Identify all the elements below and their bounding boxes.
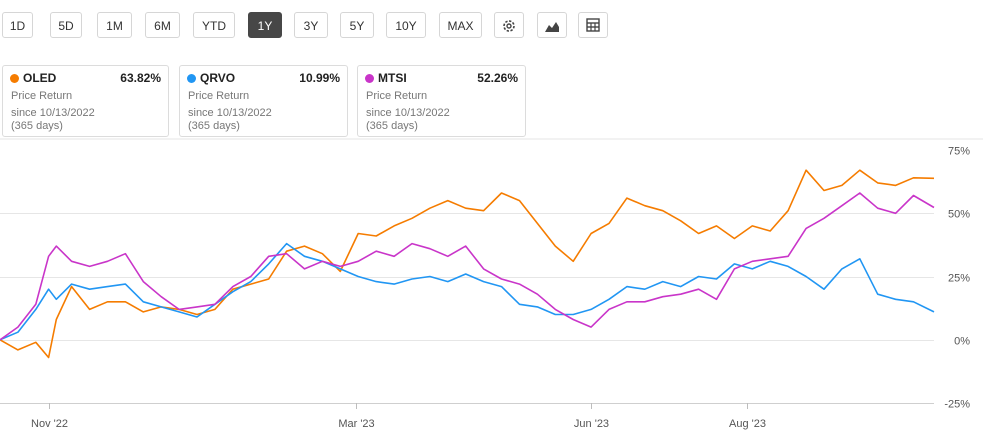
oled-color-dot [10,74,19,83]
mountain-chart-icon [545,22,559,32]
range-button-1y[interactable]: 1Y [248,12,282,38]
table-view-button[interactable] [578,12,608,38]
table-icon [586,18,600,32]
y-tick-label: 75% [948,146,970,158]
card-metric-label: Price Return [188,90,250,102]
range-button-max[interactable]: MAX [439,12,482,38]
series-line-oled[interactable] [0,169,935,359]
card-ticker: MTSI [378,71,407,85]
card-return-value: 52.26% [477,71,518,85]
legend-card-qrvo[interactable]: QRVO 10.99% Price Return since 10/13/202… [179,65,348,137]
chart-type-button[interactable] [537,12,567,38]
card-since-date: since 10/13/2022 [366,107,450,119]
price-return-chart[interactable]: 75% 50% 25% 0% -25% Nov '22 Mar '23 Jun '23 Aug … [0,138,983,444]
x-tick-label: Jun '23 [574,418,609,430]
card-return-value: 10.99% [299,71,340,85]
y-tick-label: -25% [944,399,970,411]
card-ticker: OLED [23,71,57,85]
range-button-6m[interactable]: 6M [145,12,180,38]
card-ticker: QRVO [200,71,236,85]
y-tick-label: 0% [954,336,970,348]
card-days: (365 days) [366,120,418,132]
card-since-date: since 10/13/2022 [188,107,272,119]
range-button-5y[interactable]: 5Y [340,12,374,38]
legend-card-mtsi[interactable]: MTSI 52.26% Price Return since 10/13/202… [357,65,526,137]
card-metric-label: Price Return [366,90,428,102]
mtsi-color-dot [365,74,374,83]
card-since-date: since 10/13/2022 [11,107,95,119]
legend-card-oled[interactable]: OLED 63.82% Price Return since 10/13/202… [2,65,169,137]
settings-button[interactable] [494,12,524,38]
range-button-5d[interactable]: 5D [50,12,82,38]
range-button-1m[interactable]: 1M [97,12,132,38]
qrvo-color-dot [187,74,196,83]
x-tick-label: Aug '23 [729,418,766,430]
series-line-qrvo[interactable] [0,242,935,341]
y-tick-label: 50% [948,209,970,221]
range-button-10y[interactable]: 10Y [386,12,426,38]
card-metric-label: Price Return [11,90,73,102]
card-days: (365 days) [188,120,240,132]
x-tick-label: Mar '23 [338,418,374,430]
card-days: (365 days) [11,120,63,132]
gear-icon [503,20,515,32]
card-return-value: 63.82% [120,71,161,85]
y-tick-label: 25% [948,273,970,285]
x-tick-label: Nov '22 [31,418,68,430]
series-line-mtsi[interactable] [0,192,935,341]
range-button-1d[interactable]: 1D [2,12,33,38]
range-button-3y[interactable]: 3Y [294,12,328,38]
range-button-ytd[interactable]: YTD [193,12,235,38]
